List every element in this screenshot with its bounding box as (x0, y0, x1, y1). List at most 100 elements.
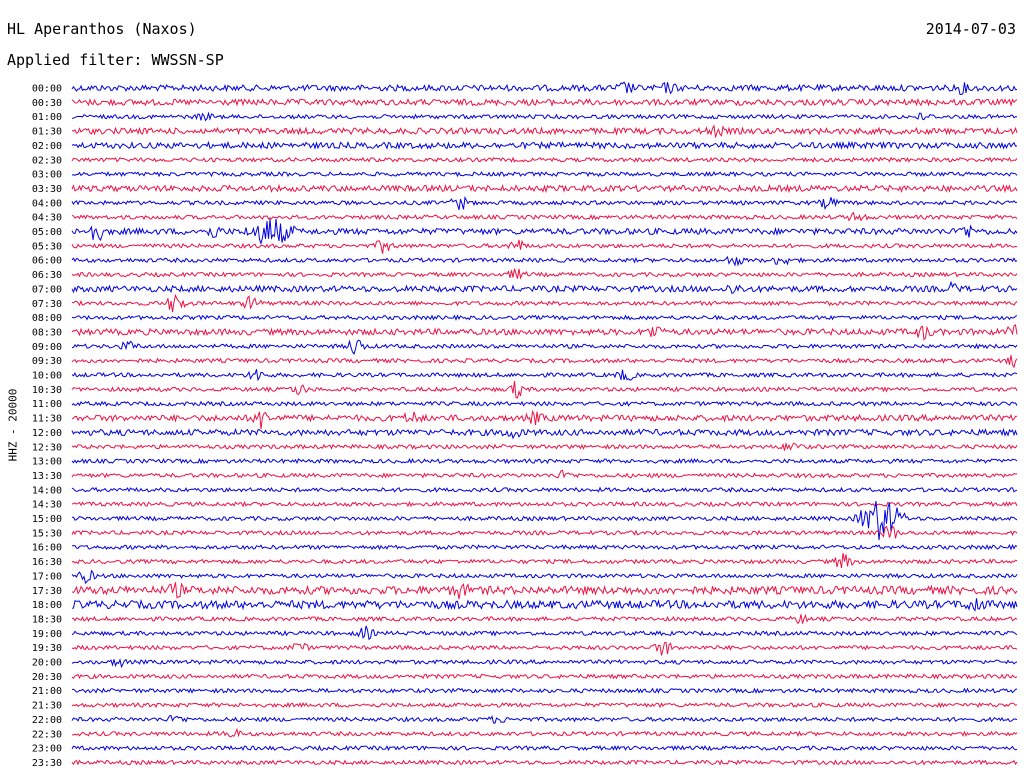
seismic-trace (71, 111, 1018, 122)
seismic-trace (71, 409, 1018, 430)
time-tick-label: 05:30 (32, 241, 62, 252)
time-tick-label: 21:00 (32, 686, 62, 697)
seismic-trace (71, 625, 1018, 641)
time-tick-label: 20:00 (32, 658, 62, 669)
time-tick-label: 09:30 (32, 356, 62, 367)
seismic-trace (71, 140, 1018, 151)
time-tick-label: 03:30 (32, 184, 62, 195)
seismic-trace (71, 324, 1018, 341)
time-tick-label: 08:30 (32, 327, 62, 338)
seismic-trace (71, 613, 1018, 625)
seismic-trace (71, 369, 1018, 382)
time-tick-label: 22:00 (32, 715, 62, 726)
seismic-trace (71, 759, 1018, 766)
time-tick-label: 17:30 (32, 586, 62, 597)
time-tick-label: 12:00 (32, 428, 62, 439)
time-tick-label: 06:30 (32, 270, 62, 281)
seismic-trace (71, 486, 1018, 493)
seismic-trace (71, 687, 1018, 694)
time-tick-label: 06:00 (32, 256, 62, 267)
time-tick-label: 22:30 (32, 729, 62, 740)
time-tick-label: 19:00 (32, 629, 62, 640)
time-tick-label: 04:30 (32, 213, 62, 224)
time-tick-label: 13:30 (32, 471, 62, 482)
seismic-trace (71, 582, 1018, 600)
seismic-trace (71, 469, 1018, 479)
seismic-trace (71, 598, 1018, 612)
seismic-trace (71, 195, 1018, 211)
time-tick-label: 20:30 (32, 672, 62, 683)
time-tick-label: 16:00 (32, 543, 62, 554)
time-tick-label: 11:30 (32, 414, 62, 425)
seismic-trace (71, 500, 1018, 508)
seismic-trace (71, 658, 1018, 669)
time-tick-label: 02:30 (32, 155, 62, 166)
time-tick-label: 21:30 (32, 701, 62, 712)
seismic-trace (71, 81, 1018, 95)
time-tick-label: 00:30 (32, 98, 62, 109)
time-tick-label: 14:30 (32, 500, 62, 511)
seismic-trace (71, 569, 1018, 585)
time-tick-label: 00:00 (32, 84, 62, 95)
date-label: 2014-07-03 (925, 20, 1016, 38)
time-tick-label: 15:00 (32, 514, 62, 525)
time-tick-label: 18:30 (32, 614, 62, 625)
seismic-trace (71, 543, 1018, 551)
time-tick-label: 23:30 (32, 758, 62, 769)
seismic-trace (71, 441, 1018, 451)
seismic-trace (71, 183, 1018, 194)
time-tick-label: 09:00 (32, 342, 62, 353)
time-tick-label: 19:30 (32, 643, 62, 654)
seismic-trace (71, 239, 1018, 254)
seismic-trace (71, 280, 1018, 295)
seismic-trace (71, 339, 1018, 355)
time-tick-label: 05:00 (32, 227, 62, 238)
time-tick-label: 14:00 (32, 485, 62, 496)
time-tick-label: 01:30 (32, 127, 62, 138)
time-tick-label: 16:30 (32, 557, 62, 568)
seismic-trace (71, 552, 1018, 569)
time-tick-label: 10:30 (32, 385, 62, 396)
time-tick-label: 01:00 (32, 112, 62, 123)
seismic-trace (71, 714, 1018, 724)
seismic-trace (71, 525, 1018, 539)
seismic-trace (71, 673, 1018, 680)
time-tick-label: 23:00 (32, 744, 62, 755)
time-tick-label: 07:30 (32, 299, 62, 310)
time-tick-label: 11:00 (32, 399, 62, 410)
time-tick-label: 12:30 (32, 442, 62, 453)
seismic-trace (71, 314, 1018, 321)
seismic-trace (71, 427, 1018, 440)
seismic-trace (71, 124, 1018, 138)
seismic-trace (71, 218, 1018, 246)
seismic-trace (71, 457, 1018, 465)
seismic-trace (71, 727, 1018, 738)
seismic-trace (71, 156, 1018, 163)
seismic-trace (71, 381, 1018, 399)
seismic-trace (71, 97, 1018, 107)
seismic-trace (71, 400, 1018, 407)
time-tick-label: 02:00 (32, 141, 62, 152)
seismic-trace (71, 171, 1018, 178)
time-tick-label: 13:00 (32, 457, 62, 468)
seismic-trace (71, 268, 1018, 280)
seismic-trace (71, 293, 1018, 313)
time-tick-label: 18:00 (32, 600, 62, 611)
time-tick-label: 10:00 (32, 371, 62, 382)
time-tick-label: 03:00 (32, 170, 62, 181)
seismic-trace (71, 211, 1018, 222)
time-tick-label: 15:30 (32, 528, 62, 539)
time-tick-label: 04:00 (32, 198, 62, 209)
time-tick-label: 08:00 (32, 313, 62, 324)
seismic-trace (71, 641, 1018, 656)
seismic-trace (71, 701, 1018, 709)
time-tick-label: 17:00 (32, 571, 62, 582)
filter-label: Applied filter: WWSSN-SP (7, 51, 224, 69)
seismic-trace (71, 255, 1018, 267)
time-tick-label: 07:00 (32, 284, 62, 295)
seismic-trace (71, 501, 1018, 541)
seismic-trace (71, 355, 1018, 369)
seismic-trace (71, 744, 1018, 752)
station-title: HL Aperanthos (Naxos) (7, 20, 197, 38)
